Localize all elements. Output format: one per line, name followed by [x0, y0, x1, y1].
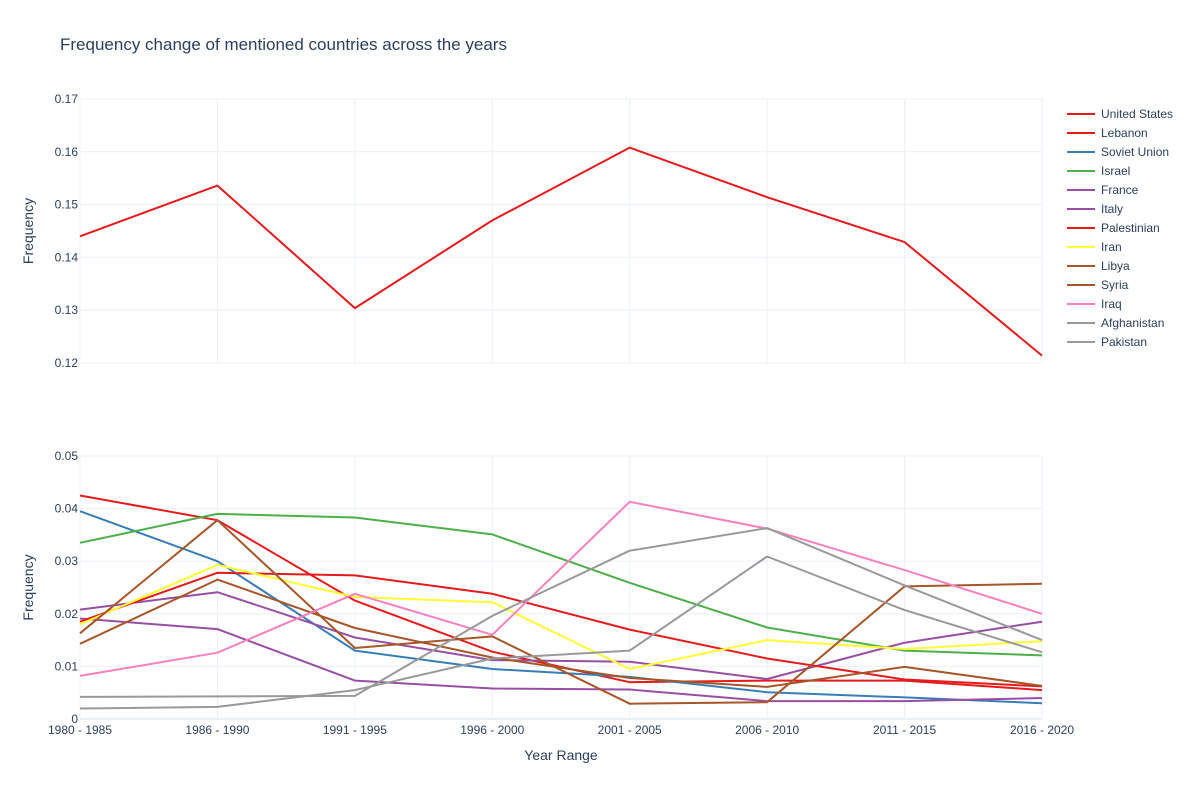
panel-2: 0 0.01 0.02 0.03 0.04 0.05 Frequency: [20, 449, 1043, 726]
legend-item[interactable]: Pakistan: [1067, 335, 1147, 349]
x-tick-label: 1986 - 1990: [185, 723, 249, 737]
series-line-soviet-union: [79, 510, 1043, 705]
x-axis: 1980 - 1985 1986 - 1990 1991 - 1995 1996 - …: [48, 723, 1074, 737]
plot-panels: 0.12 0.13 0.14 0.15 0.16 0.17 Frequency 0 0.01 0.…: [20, 92, 1074, 737]
y-tick-label: 0.15: [55, 198, 79, 212]
x-tick-label: 1980 - 1985: [48, 723, 112, 737]
legend-label: Lebanon: [1101, 126, 1148, 140]
legend-item[interactable]: France: [1067, 183, 1139, 197]
legend-item[interactable]: Israel: [1067, 164, 1130, 178]
series-line-united-states: [79, 146, 1043, 357]
legend-label: United States: [1101, 107, 1173, 121]
legend-item[interactable]: Iraq: [1067, 297, 1122, 311]
legend: United States Lebanon Soviet Union Israel Fr…: [1067, 107, 1173, 349]
y-tick-label: 0.03: [55, 554, 79, 568]
series-line-iran: [79, 563, 1043, 670]
y-tick-label: 0.04: [55, 502, 79, 516]
legend-item[interactable]: Lebanon: [1067, 126, 1148, 140]
legend-item[interactable]: Iran: [1067, 240, 1122, 254]
x-tick-label: 2006 - 2010: [735, 723, 799, 737]
y-tick-label: 0.13: [55, 303, 79, 317]
x-axis-title: Year Range: [524, 747, 598, 763]
legend-item[interactable]: Italy: [1067, 202, 1123, 216]
series-line-afghanistan: [79, 527, 1043, 698]
y-axis-title: Frequency: [20, 198, 36, 264]
series-line-pakistan: [79, 555, 1043, 710]
x-tick-label: 1991 - 1995: [323, 723, 387, 737]
panel-1: 0.12 0.13 0.14 0.15 0.16 0.17 Frequency: [20, 92, 1043, 370]
series-line-france: [79, 591, 1043, 680]
legend-item[interactable]: Syria: [1067, 278, 1129, 292]
y-tick-label: 0.05: [55, 449, 79, 463]
legend-item[interactable]: Libya: [1067, 259, 1130, 273]
legend-label: Italy: [1101, 202, 1123, 216]
legend-label: Iraq: [1101, 297, 1122, 311]
series-line-israel: [79, 512, 1043, 657]
x-tick-label: 1996 - 2000: [460, 723, 524, 737]
series-line-libya: [79, 519, 1043, 705]
x-tick-label: 2001 - 2005: [598, 723, 662, 737]
legend-label: Palestinian: [1101, 221, 1160, 235]
y-axis-title: Frequency: [20, 554, 36, 620]
legend-label: Afghanistan: [1101, 316, 1164, 330]
y-tick-label: 0.17: [55, 92, 79, 106]
legend-label: France: [1101, 183, 1139, 197]
y-tick-label: 0.12: [55, 356, 79, 370]
legend-item[interactable]: Palestinian: [1067, 221, 1160, 235]
y-tick-label: 0.01: [55, 659, 79, 673]
y-tick-label: 0.16: [55, 145, 79, 159]
series-line-iraq: [79, 500, 1043, 677]
chart-title: Frequency change of mentioned countries …: [60, 35, 507, 54]
y-tick-label: 0.02: [55, 607, 79, 621]
x-tick-label: 2016 - 2020: [1010, 723, 1074, 737]
legend-label: Libya: [1101, 259, 1130, 273]
y-tick-label: 0: [71, 712, 78, 726]
legend-item[interactable]: Afghanistan: [1067, 316, 1164, 330]
series-line-palestinian: [79, 571, 1043, 688]
legend-item[interactable]: Soviet Union: [1067, 145, 1169, 159]
legend-label: Pakistan: [1101, 335, 1147, 349]
series-line-syria: [79, 578, 1043, 688]
x-tick-label: 2011 - 2015: [873, 723, 936, 737]
y-tick-label: 0.14: [55, 250, 79, 264]
series-line-italy: [79, 617, 1043, 703]
legend-label: Israel: [1101, 164, 1130, 178]
legend-label: Soviet Union: [1101, 145, 1169, 159]
legend-item[interactable]: United States: [1067, 107, 1173, 121]
legend-label: Iran: [1101, 240, 1122, 254]
legend-label: Syria: [1101, 278, 1129, 292]
